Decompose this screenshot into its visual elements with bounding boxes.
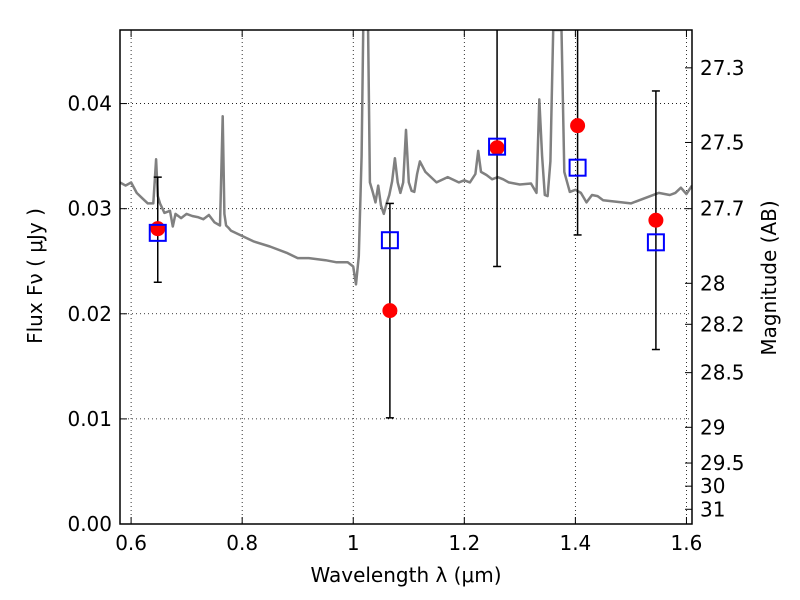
model-flux-square (380, 231, 399, 250)
observed-flux-point (382, 303, 398, 319)
magnitude-axis-label: Magnitude (AB) (757, 200, 781, 355)
observed-flux-point (648, 212, 664, 228)
model-flux-square (568, 158, 587, 177)
x-tick-label: 1.6 (671, 531, 703, 555)
model-flux-square (148, 223, 167, 242)
x-tick-label: 1.2 (448, 531, 480, 555)
grid-lines (120, 30, 692, 524)
model-flux-square (488, 137, 507, 156)
y-tick-label: 0.02 (67, 302, 112, 326)
x-tick-label: 1.4 (559, 531, 591, 555)
x-tick-label: 0.6 (115, 531, 147, 555)
observed-flux-point (150, 221, 166, 237)
magnitude-tick-label: 28.2 (700, 312, 745, 336)
y-tick-label: 0.04 (67, 92, 112, 116)
magnitude-tick-label: 28.5 (700, 361, 745, 385)
plot-area (120, 30, 692, 419)
magnitude-tick-label: 31 (700, 497, 725, 521)
magnitude-tick-label: 29.5 (700, 451, 745, 475)
magnitude-tick-label: 30 (700, 474, 725, 498)
x-axis-label: Wavelength λ (μm) (310, 563, 501, 587)
y-tick-label: 0.01 (67, 407, 112, 431)
magnitude-tick-label: 27.7 (700, 197, 745, 221)
magnitude-tick-label: 29 (700, 415, 725, 439)
observed-flux-point (570, 118, 586, 134)
observed-flux-point (489, 140, 505, 156)
model-flux-square (646, 233, 665, 252)
y-axis-label: Flux Fν ( μJy ) (23, 208, 47, 344)
x-tick-label: 0.8 (226, 531, 258, 555)
y-tick-label: 0.00 (67, 512, 112, 536)
x-tick-label: 1 (347, 531, 360, 555)
magnitude-tick-label: 27.3 (700, 56, 745, 80)
y-tick-label: 0.03 (67, 197, 112, 221)
axes-frame (119, 29, 693, 525)
axis-ticks: 0.6 0.8 1 1.2 1.4 1.6 0.00 0.01 0.02 0.03 0.04 27.3… (67, 30, 745, 555)
spectrum-line (120, 30, 692, 286)
magnitude-tick-label: 28 (700, 271, 725, 295)
magnitude-tick-label: 27.5 (700, 130, 745, 154)
